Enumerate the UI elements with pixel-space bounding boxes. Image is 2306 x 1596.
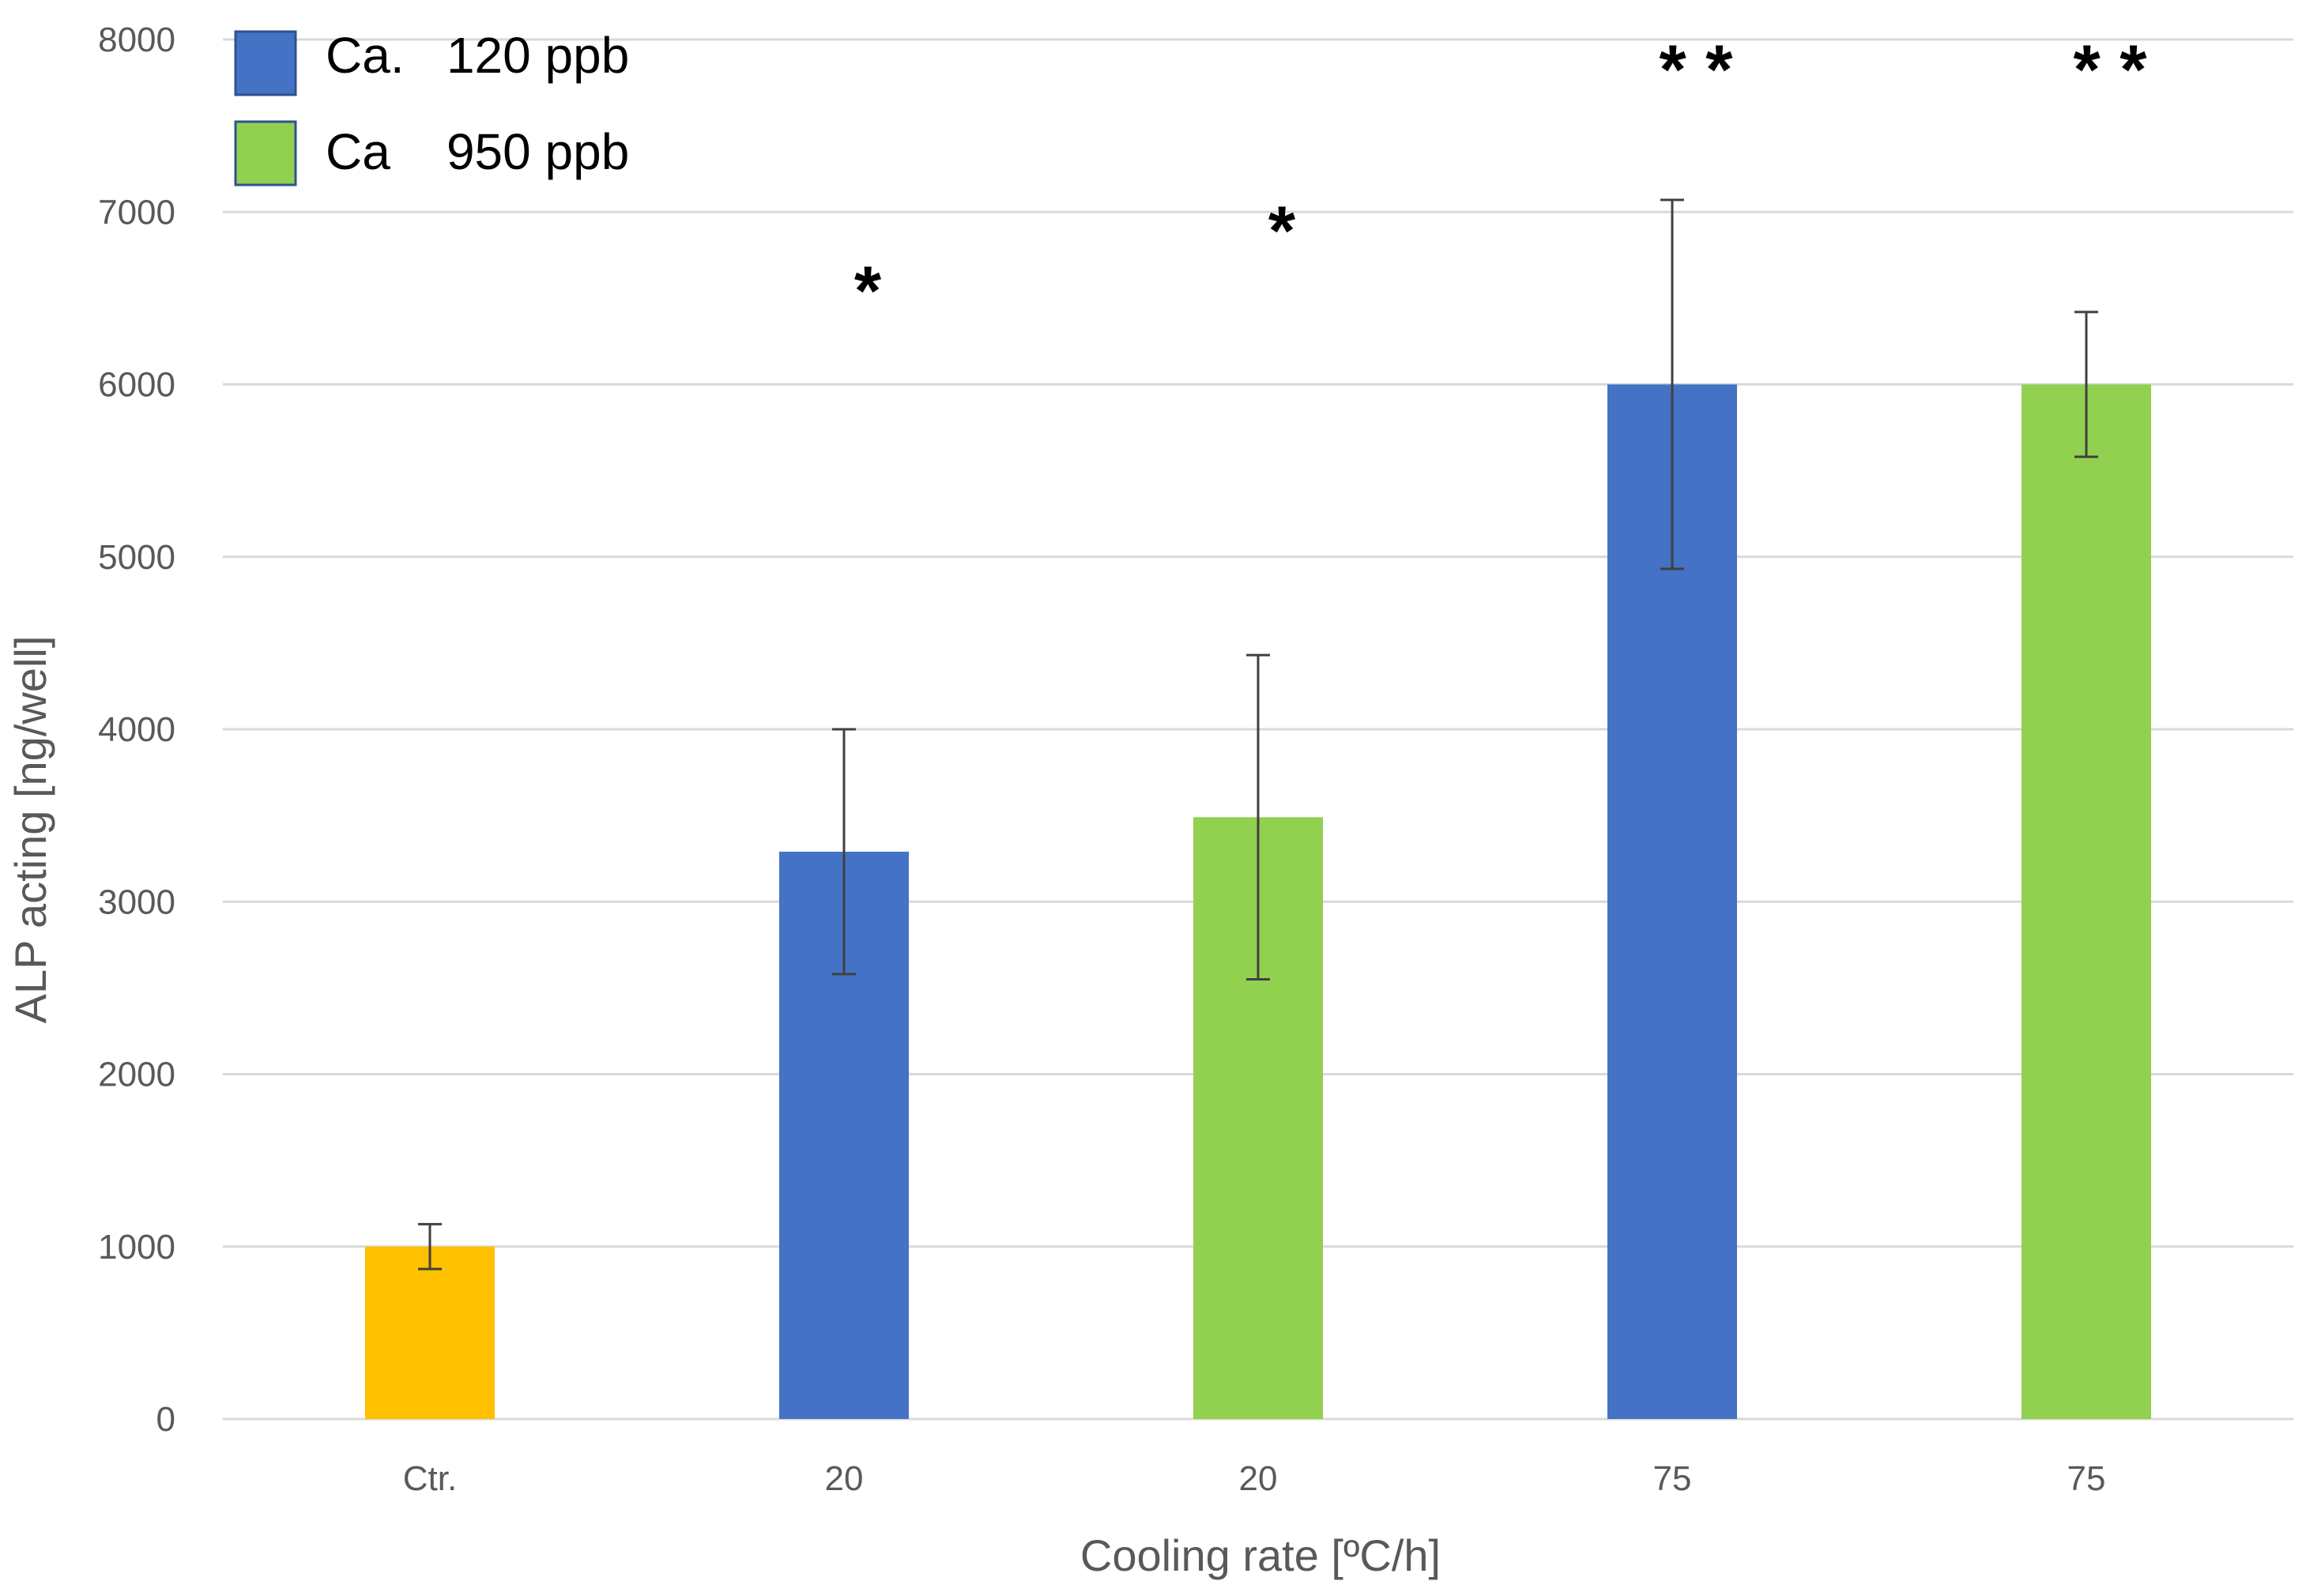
y-tick-label: 1000: [98, 1228, 175, 1267]
x-tick-label: 20: [1239, 1459, 1278, 1498]
y-tick-label: 4000: [98, 710, 175, 749]
y-tick-label: 5000: [98, 538, 175, 577]
legend-swatch-950ppb: [234, 120, 297, 186]
y-tick-label: 6000: [98, 366, 175, 405]
x-tick-label: 20: [825, 1459, 864, 1498]
legend-item-950ppb[interactable]: Ca 950 ppb: [234, 120, 629, 186]
y-axis-title: ALP acting [ng/well]: [6, 636, 55, 1024]
legend: Ca. 120 ppb Ca 950 ppb: [234, 27, 629, 186]
x-tick-label: 75: [2067, 1459, 2106, 1498]
legend-swatch-120ppb: [234, 30, 297, 96]
y-tick-label: 8000: [98, 21, 175, 59]
significance-marker: * *: [2074, 30, 2148, 108]
significance-marker: *: [1268, 191, 1296, 269]
bar[interactable]: [365, 1246, 495, 1419]
x-axis-ticks: Ctr. 20 20 75 75: [403, 1459, 2106, 1498]
legend-label-950ppb: Ca 950 ppb: [326, 123, 629, 180]
y-tick-label: 2000: [98, 1056, 175, 1094]
x-axis-title: Cooling rate [ºC/h]: [1080, 1530, 1441, 1580]
x-tick-label: 75: [1653, 1459, 1692, 1498]
y-tick-label: 3000: [98, 883, 175, 921]
y-tick-label: 7000: [98, 193, 175, 231]
significance-markers: * * * * * *: [854, 30, 2147, 329]
bars: [365, 384, 2151, 1420]
bar[interactable]: [2022, 384, 2151, 1420]
error-bars: [418, 198, 2098, 1270]
y-axis-ticks: 0 1000 2000 3000 4000 5000 6000 7000 8000: [98, 21, 175, 1439]
significance-marker: * *: [1660, 30, 1734, 108]
significance-marker: *: [854, 251, 882, 329]
legend-item-120ppb[interactable]: Ca. 120 ppb: [234, 27, 629, 96]
x-tick-label: Ctr.: [403, 1459, 457, 1498]
legend-label-120ppb: Ca. 120 ppb: [326, 27, 629, 84]
y-tick-label: 0: [156, 1400, 175, 1439]
